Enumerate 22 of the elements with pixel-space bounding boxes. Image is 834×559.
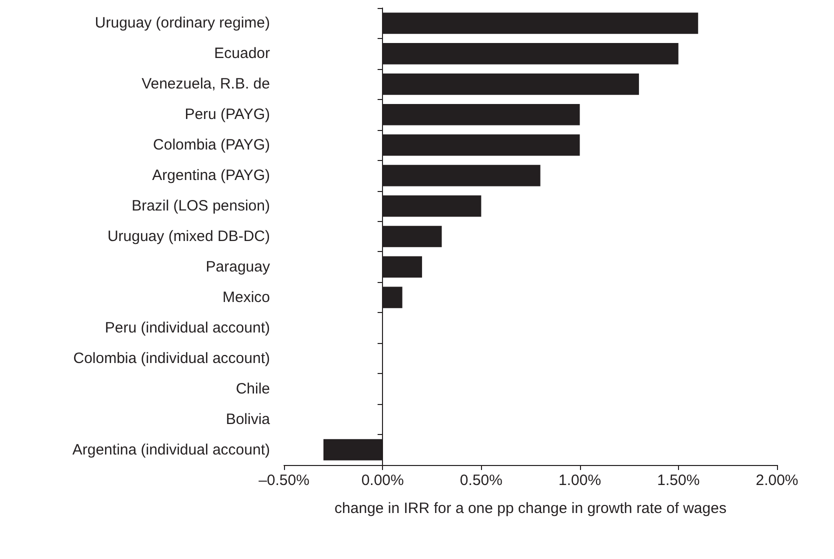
y-tick-label: Venezuela, R.B. de xyxy=(142,76,270,93)
x-tick-label: –0.50% xyxy=(258,472,310,489)
x-tick-label: 1.00% xyxy=(558,472,602,489)
y-tick-label: Argentina (PAYG) xyxy=(152,167,270,184)
y-tick-label: Uruguay (ordinary regime) xyxy=(94,14,270,32)
x-tick-label: 2.00% xyxy=(756,472,798,489)
y-tick-label: Chile xyxy=(236,380,270,398)
y-tick-label: Peru (individual account) xyxy=(104,319,270,336)
y-tick-label: Peru (PAYG) xyxy=(184,106,270,124)
y-tick-label: Argentina (individual account) xyxy=(72,441,270,458)
y-tick-label: Colombia (individual account) xyxy=(73,350,270,367)
y-tick-label: Bolivia xyxy=(226,410,271,428)
y-tick-label: Brazil (LOS pension) xyxy=(132,198,270,215)
x-tick-label: 0.00% xyxy=(361,472,404,489)
y-tick-label: Mexico xyxy=(222,288,270,306)
x-tick-label: 1.50% xyxy=(657,472,700,489)
x-axis-title: change in IRR for a one pp change in growth rate of wages xyxy=(334,500,726,517)
y-tick-label: Ecuador xyxy=(214,45,270,62)
x-tick-label: 0.50% xyxy=(460,472,502,489)
y-tick-label: Paraguay xyxy=(206,258,270,276)
y-tick-label: Colombia (PAYG) xyxy=(153,136,270,154)
y-tick-label: Uruguay (mixed DB-DC) xyxy=(107,228,270,245)
